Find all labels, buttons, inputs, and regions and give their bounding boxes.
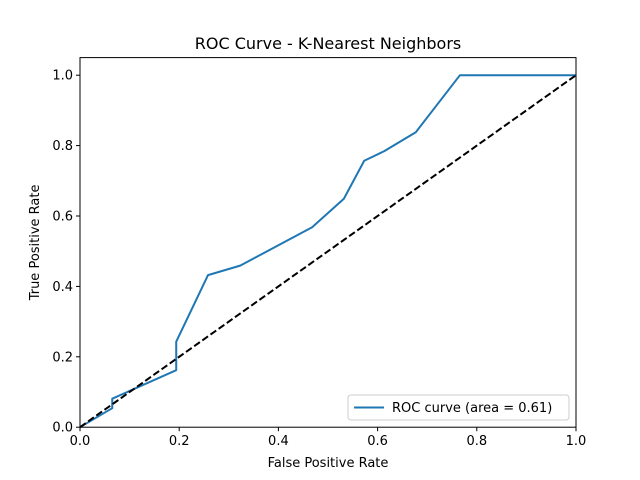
chance-line <box>79 74 577 429</box>
axes-frame <box>79 57 577 428</box>
y-tick-label: 0.6 <box>52 210 73 225</box>
y-tick-label: 1.0 <box>52 69 73 84</box>
x-axis-label: False Positive Rate <box>268 456 389 471</box>
plot-area: 0.0 0.2 0.4 0.6 0.8 1.0 0.0 0.2 0.4 0.6 0.8 1.0 <box>52 57 587 449</box>
roc-curve-line <box>79 74 576 429</box>
x-tick-label: 0.8 <box>466 434 487 449</box>
y-tick-label: 0.8 <box>52 139 73 154</box>
x-axis-ticks: 0.0 0.2 0.4 0.6 0.8 1.0 <box>70 427 587 449</box>
y-axis-label: True Positive Rate <box>28 184 43 301</box>
legend-box <box>347 394 570 421</box>
series-layer <box>79 74 577 429</box>
y-axis-ticks: 0.0 0.2 0.4 0.6 0.8 1.0 <box>52 69 80 436</box>
legend-label: ROC curve (area = 0.61) <box>392 401 552 416</box>
x-tick-label: 0.6 <box>367 434 388 449</box>
x-tick-label: 1.0 <box>566 434 587 449</box>
chart-title: ROC Curve - K-Nearest Neighbors <box>195 34 462 53</box>
legend: ROC curve (area = 0.61) <box>347 394 570 421</box>
y-tick-label: 0.2 <box>52 350 73 365</box>
x-tick-label: 0.0 <box>70 434 91 449</box>
x-tick-label: 0.2 <box>169 434 190 449</box>
y-tick-label: 0.4 <box>52 280 73 295</box>
y-tick-label: 0.0 <box>52 421 73 436</box>
x-tick-label: 0.4 <box>268 434 289 449</box>
